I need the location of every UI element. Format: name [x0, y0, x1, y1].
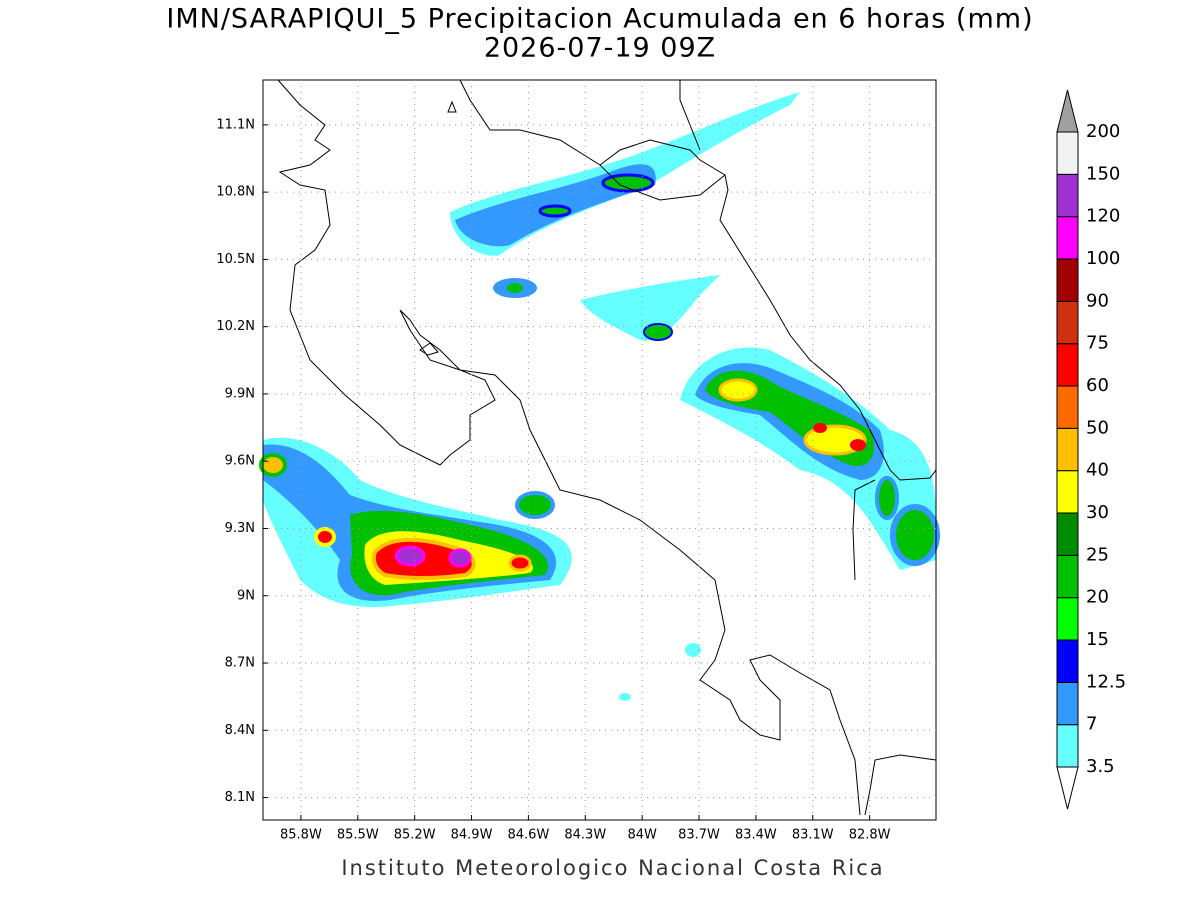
colorbar-under [1056, 766, 1079, 810]
colorbar-cell [1056, 427, 1079, 472]
colorbar-cell [1056, 724, 1079, 768]
lon-tick-label: 84.6W [508, 828, 550, 843]
precip-area [890, 504, 940, 566]
precip-area [685, 643, 701, 657]
lon-tick-label: 84W [627, 828, 657, 843]
precip-area [718, 378, 758, 402]
colorbar-label: 40 [1086, 460, 1109, 481]
lat-tick-label: 10.8N [216, 185, 255, 200]
colorbar-label: 30 [1086, 502, 1109, 523]
colorbar-label: 120 [1086, 206, 1120, 227]
lat-tick-label: 9.9N [225, 386, 255, 401]
lat-tick-label: 9.6N [225, 454, 255, 469]
lat-tick-label: 10.5N [216, 252, 255, 267]
precip-area [813, 423, 827, 433]
lat-tick-label: 8.7N [225, 656, 255, 671]
precip-area [448, 548, 472, 568]
lon-tick-label: 83.7W [678, 828, 720, 843]
lat-tick-label: 8.4N [225, 723, 255, 738]
precip-areas [259, 92, 940, 701]
map-area [259, 79, 940, 821]
lon-tick-label: 85.2W [394, 828, 436, 843]
precip-area [850, 439, 866, 451]
colorbar-label: 12.5 [1086, 671, 1126, 692]
colorbar-label: 7 [1086, 714, 1097, 735]
colorbar-label: 90 [1086, 290, 1109, 311]
colorbar-label: 3.5 [1086, 756, 1115, 777]
precip-area [314, 527, 336, 547]
colorbar-over [1056, 89, 1079, 133]
colorbar-cell [1056, 470, 1079, 514]
colorbar-cell [1056, 512, 1079, 556]
map-frame [262, 79, 937, 821]
lat-tick-label: 9N [237, 588, 255, 603]
colorbar-label: 150 [1086, 163, 1120, 184]
precip-area [619, 693, 631, 701]
lon-tick-label: 82.8W [849, 828, 891, 843]
colorbar-cell [1056, 554, 1079, 599]
colorbar-cell [1056, 216, 1079, 260]
colorbar-cell [1056, 385, 1079, 429]
colorbar-cell [1056, 597, 1079, 641]
lon-tick-label: 84.9W [451, 828, 493, 843]
colorbar-cell [1056, 173, 1079, 218]
precip-area [601, 173, 655, 193]
colorbar-cell [1056, 343, 1079, 387]
colorbar-cell [1056, 131, 1079, 175]
precip-area [643, 323, 673, 341]
precip-area [515, 491, 555, 519]
lat-tick-label: 9.3N [225, 521, 255, 536]
colorbar-label: 25 [1086, 544, 1109, 565]
colorbar: 3.5 7 12.5 15 20 25 30 40 50 60 75 90 100 120 150 200 [1056, 89, 1126, 810]
subtitle: 2026-07-19 09Z [484, 33, 716, 64]
lon-tick-label: 85.5W [337, 828, 379, 843]
colorbar-cell [1056, 300, 1079, 345]
colorbar-label: 50 [1086, 417, 1109, 438]
lat-tick-label: 8.1N [225, 790, 255, 805]
lat-tick-label: 10.2N [216, 319, 255, 334]
colorbar-label: 20 [1086, 587, 1109, 608]
colorbar-label: 100 [1086, 248, 1120, 269]
colorbar-cell [1056, 681, 1079, 726]
precip-area [875, 476, 899, 520]
title: IMN/SARAPIQUI_5 Precipitacion Acumulada … [166, 4, 1033, 35]
footer: Instituto Meteorologico Nacional Costa R… [341, 856, 884, 880]
lon-tick-label: 84.3W [564, 828, 606, 843]
colorbar-cell [1056, 258, 1079, 302]
precip-area [259, 453, 287, 477]
colorbar-label: 200 [1086, 121, 1120, 142]
lon-tick-label: 83.1W [792, 828, 834, 843]
colorbar-label: 75 [1086, 333, 1109, 354]
lat-tick-label: 11.1N [216, 117, 255, 132]
precip-area [508, 554, 532, 572]
colorbar-label: 15 [1086, 629, 1109, 650]
precip-area [394, 545, 426, 567]
colorbar-label: 60 [1086, 375, 1109, 396]
colorbar-cell [1056, 639, 1079, 683]
lon-tick-label: 85.8W [280, 828, 322, 843]
precip-area [507, 283, 523, 293]
lon-tick-label: 83.4W [735, 828, 777, 843]
precip-area [538, 204, 572, 218]
coastlines [277, 79, 937, 816]
precip-area [580, 275, 720, 341]
